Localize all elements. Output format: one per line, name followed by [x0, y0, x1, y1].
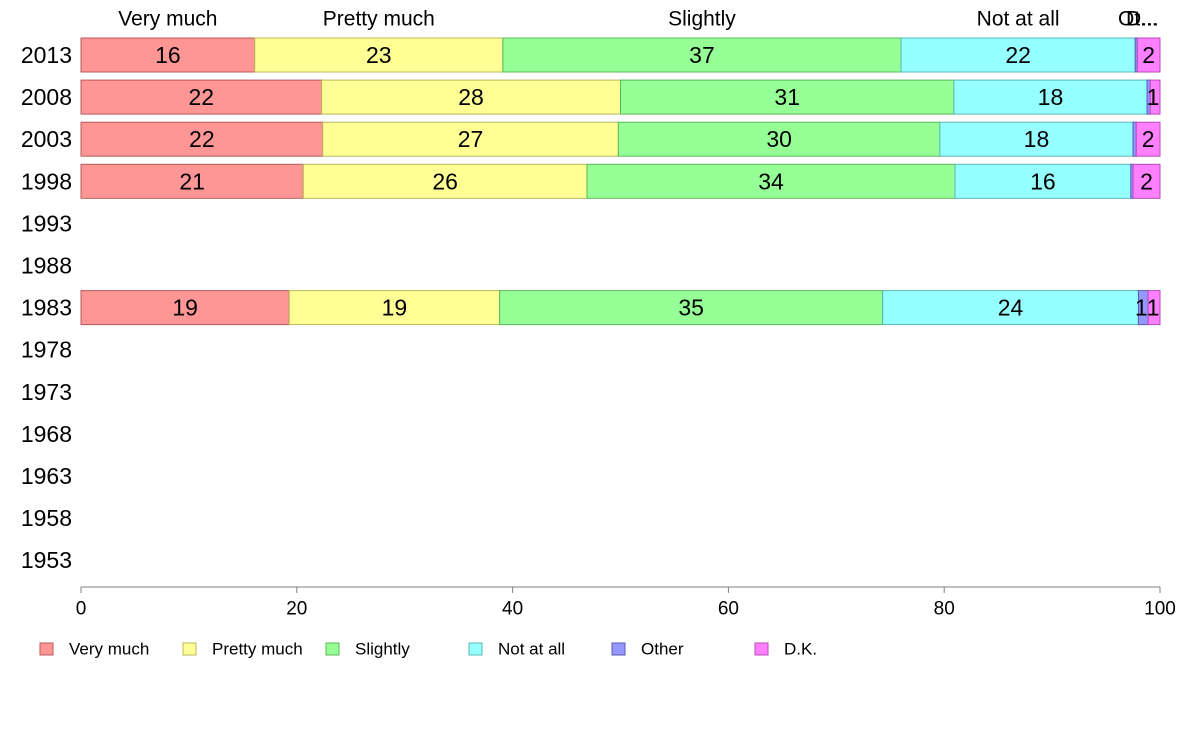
- y-tick-label: 2013: [21, 42, 72, 68]
- y-tick-label: 1958: [21, 505, 72, 531]
- bar-segment: [620, 79, 955, 115]
- data-label: 1: [1147, 295, 1160, 321]
- data-label: 26: [432, 168, 458, 194]
- data-label: 34: [758, 168, 784, 194]
- data-label: 35: [678, 295, 704, 321]
- x-tick-label: 40: [502, 599, 523, 620]
- data-label: 2: [1140, 168, 1153, 194]
- y-tick-label: 2008: [21, 84, 72, 110]
- data-label: 31: [774, 84, 800, 110]
- bar-segment: [80, 121, 324, 157]
- y-tick-label: 1983: [21, 295, 72, 321]
- x-tick-label: 20: [286, 599, 307, 620]
- legend-swatch: [182, 642, 197, 656]
- bar-segment: [80, 290, 290, 326]
- data-label: 28: [458, 84, 484, 110]
- x-tick-label: 80: [934, 599, 955, 620]
- x-tick-label: 100: [1144, 599, 1176, 620]
- data-label: 18: [1024, 126, 1050, 152]
- y-tick-label: 1963: [21, 463, 72, 489]
- data-label: 37: [689, 42, 715, 68]
- column-header: D...: [1126, 8, 1159, 31]
- column-header: Not at all: [977, 8, 1060, 31]
- legend-label: Not at all: [498, 640, 565, 659]
- y-tick-label: 1953: [21, 547, 72, 573]
- data-label: 22: [1005, 42, 1031, 68]
- legend-swatch: [754, 642, 769, 656]
- column-header: Pretty much: [323, 8, 435, 31]
- legend-swatch: [611, 642, 626, 656]
- data-label: 24: [998, 295, 1024, 321]
- legend-label: Very much: [69, 640, 149, 659]
- bar-segment: [617, 121, 941, 157]
- bar-segment: [288, 290, 501, 326]
- bar-segment: [321, 79, 621, 115]
- column-header: Very much: [118, 8, 217, 31]
- y-tick-label: 2003: [21, 126, 72, 152]
- legend-swatch: [325, 642, 340, 656]
- bar-segment: [1136, 37, 1161, 73]
- data-label: 22: [189, 126, 215, 152]
- bar-segment: [954, 163, 1132, 199]
- y-tick-label: 1973: [21, 379, 72, 405]
- data-label: 22: [189, 84, 215, 110]
- legend-label: Other: [641, 640, 684, 659]
- bar-segment: [502, 37, 902, 73]
- legend-swatch: [468, 642, 483, 656]
- bar-segment: [939, 121, 1134, 157]
- data-label: 16: [155, 42, 181, 68]
- data-label: 1: [1135, 295, 1148, 321]
- data-label: 19: [382, 295, 408, 321]
- y-tick-label: 1968: [21, 421, 72, 447]
- legend-label: Pretty much: [212, 640, 303, 659]
- y-tick-label: 1998: [21, 168, 72, 194]
- column-header: Ot...: [1118, 8, 1158, 31]
- bar-segment: [80, 79, 323, 115]
- bar-segment: [1132, 163, 1161, 199]
- y-tick-label: 1993: [21, 210, 72, 236]
- data-label: 2: [1142, 42, 1155, 68]
- data-label: 30: [766, 126, 792, 152]
- data-label: 2: [1142, 126, 1155, 152]
- bar-segment: [499, 290, 884, 326]
- column-header: Slightly: [668, 8, 736, 31]
- data-label: 21: [179, 168, 205, 194]
- bar-segment: [1149, 79, 1161, 115]
- y-tick-label: 1978: [21, 337, 72, 363]
- bar-segment: [1135, 121, 1161, 157]
- legend-label: Slightly: [355, 640, 410, 659]
- bar-segment: [254, 37, 504, 73]
- bar-segment: [80, 37, 256, 73]
- data-label: 18: [1038, 84, 1064, 110]
- bar-segment: [953, 79, 1148, 115]
- data-label: 19: [172, 295, 198, 321]
- y-tick-label: 1988: [21, 253, 72, 279]
- data-label: 1: [1147, 84, 1160, 110]
- data-label: 27: [458, 126, 484, 152]
- data-label: 23: [366, 42, 392, 68]
- data-label: 16: [1030, 168, 1056, 194]
- legend-label: D.K.: [784, 640, 817, 659]
- bar-segment: [1147, 290, 1161, 326]
- legend-swatch: [39, 642, 54, 656]
- x-tick-label: 60: [718, 599, 739, 620]
- x-tick-label: 0: [76, 599, 87, 620]
